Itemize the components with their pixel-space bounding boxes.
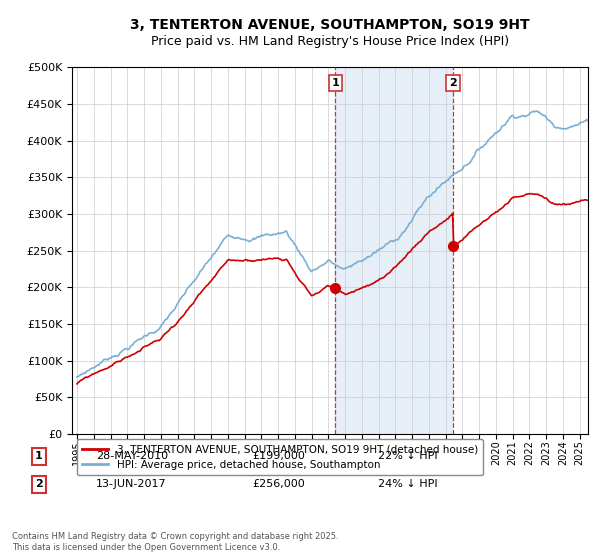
Text: £199,000: £199,000 (252, 451, 305, 461)
Text: 3, TENTERTON AVENUE, SOUTHAMPTON, SO19 9HT: 3, TENTERTON AVENUE, SOUTHAMPTON, SO19 9… (130, 18, 530, 32)
Text: £256,000: £256,000 (252, 479, 305, 489)
Text: 1: 1 (35, 451, 43, 461)
Bar (335, 67, 453, 434)
Legend: 3, TENTERTON AVENUE, SOUTHAMPTON, SO19 9HT (detached house), HPI: Average price,: 3, TENTERTON AVENUE, SOUTHAMPTON, SO19 9… (77, 440, 483, 475)
Text: 24% ↓ HPI: 24% ↓ HPI (378, 479, 437, 489)
Text: 13-JUN-2017: 13-JUN-2017 (96, 479, 167, 489)
Text: 28-MAY-2010: 28-MAY-2010 (96, 451, 168, 461)
Text: Contains HM Land Registry data © Crown copyright and database right 2025.
This d: Contains HM Land Registry data © Crown c… (12, 532, 338, 552)
Text: 2: 2 (449, 78, 457, 88)
Text: 2: 2 (35, 479, 43, 489)
Text: 1: 1 (331, 78, 339, 88)
Text: Price paid vs. HM Land Registry's House Price Index (HPI): Price paid vs. HM Land Registry's House … (151, 35, 509, 49)
Text: 22% ↓ HPI: 22% ↓ HPI (378, 451, 437, 461)
